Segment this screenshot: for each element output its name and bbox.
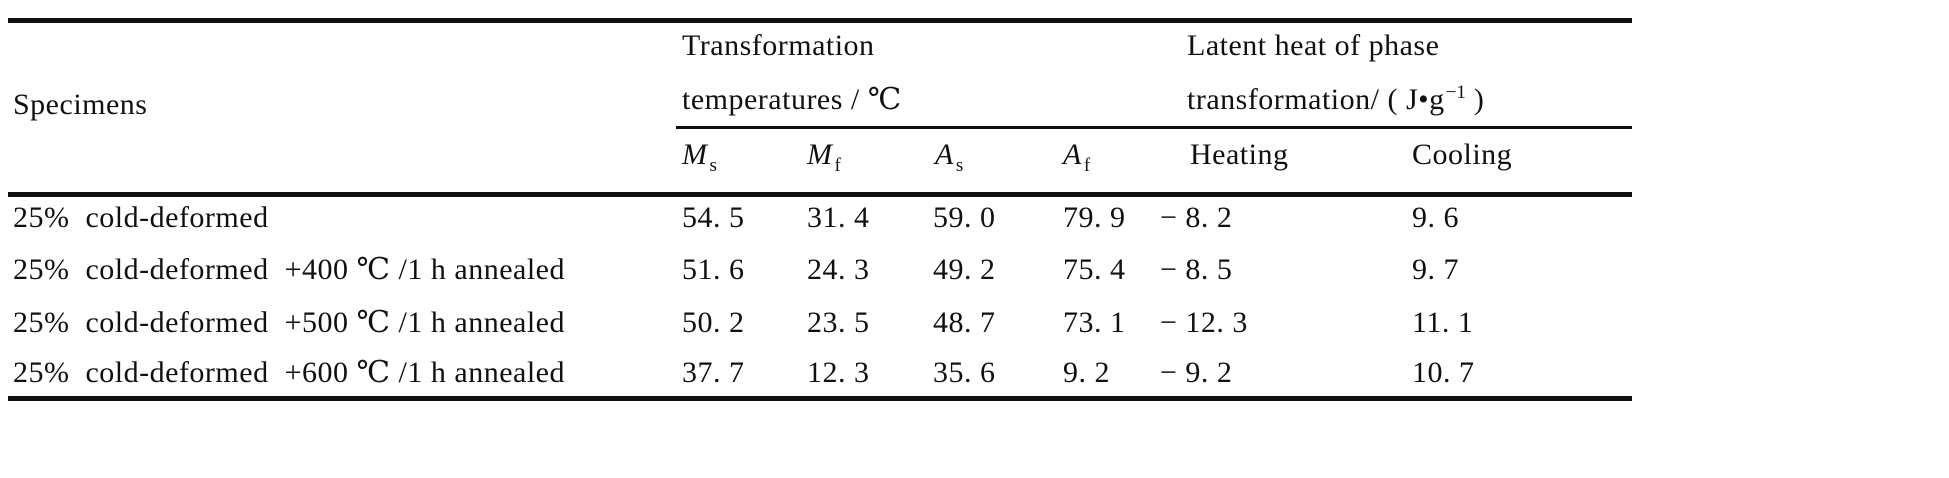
column-header-cooling: Cooling — [1412, 138, 1513, 171]
latent-unit-suffix: ) — [1465, 83, 1485, 116]
latent-heat-group-header-line2: transformation/ ( J•g−1 ) — [1187, 82, 1485, 119]
row2-ms-value: 51. 6 — [682, 253, 745, 286]
af-symbol: A — [1063, 138, 1082, 171]
table-bottom-rule — [8, 396, 1632, 401]
ms-subscript: s — [709, 155, 717, 176]
row3-as-value: 48. 7 — [933, 306, 996, 339]
row1-as-value: 59. 0 — [933, 201, 996, 234]
af-subscript: f — [1083, 155, 1091, 176]
specimens-column-header: Specimens — [13, 88, 148, 121]
row2-cooling-value: 9. 7 — [1412, 253, 1459, 286]
latent-heat-group-header-line1: Latent heat of phase — [1187, 29, 1440, 62]
group-header-rule — [676, 126, 1632, 129]
row3-ms-value: 50. 2 — [682, 306, 745, 339]
ms-symbol: M — [682, 138, 708, 171]
row3-heating-value: − 12. 3 — [1160, 306, 1248, 339]
row4-cooling-value: 10. 7 — [1412, 356, 1475, 389]
as-subscript: s — [955, 155, 964, 176]
row4-as-value: 35. 6 — [933, 356, 996, 389]
latent-unit-exponent: −1 — [1445, 82, 1466, 103]
row1-ms-value: 54. 5 — [682, 201, 745, 234]
mf-symbol: M — [807, 138, 833, 171]
row1-cooling-value: 9. 6 — [1412, 201, 1459, 234]
row2-heating-value: − 8. 5 — [1160, 253, 1233, 286]
row3-mf-value: 23. 5 — [807, 306, 870, 339]
row2-specimen: 25% cold-deformed +400 ℃ /1 h annealed — [13, 253, 565, 286]
row4-mf-value: 12. 3 — [807, 356, 870, 389]
transformation-group-header-line1: Transformation — [682, 29, 875, 62]
row3-specimen: 25% cold-deformed +500 ℃ /1 h annealed — [13, 306, 565, 339]
row1-af-value: 79. 9 — [1063, 201, 1126, 234]
row3-cooling-value: 11. 1 — [1412, 306, 1474, 339]
row1-mf-value: 31. 4 — [807, 201, 870, 234]
row2-as-value: 49. 2 — [933, 253, 996, 286]
latent-unit-prefix: transformation/ ( J•g — [1187, 83, 1445, 116]
row1-specimen: 25% cold-deformed — [13, 201, 269, 234]
row2-af-value: 75. 4 — [1063, 253, 1126, 286]
row3-af-value: 73. 1 — [1063, 306, 1126, 339]
subheader-rule — [8, 192, 1632, 197]
table-top-rule — [8, 18, 1632, 23]
row4-ms-value: 37. 7 — [682, 356, 745, 389]
row4-af-value: 9. 2 — [1063, 356, 1110, 389]
row4-heating-value: − 9. 2 — [1160, 356, 1233, 389]
row1-heating-value: − 8. 2 — [1160, 201, 1233, 234]
column-header-heating: Heating — [1190, 138, 1289, 171]
row2-mf-value: 24. 3 — [807, 253, 870, 286]
as-symbol: A — [935, 138, 954, 171]
transformation-group-header-line2: temperatures / ℃ — [682, 83, 902, 116]
row4-specimen: 25% cold-deformed +600 ℃ /1 h annealed — [13, 356, 565, 389]
mf-subscript: f — [834, 155, 841, 176]
